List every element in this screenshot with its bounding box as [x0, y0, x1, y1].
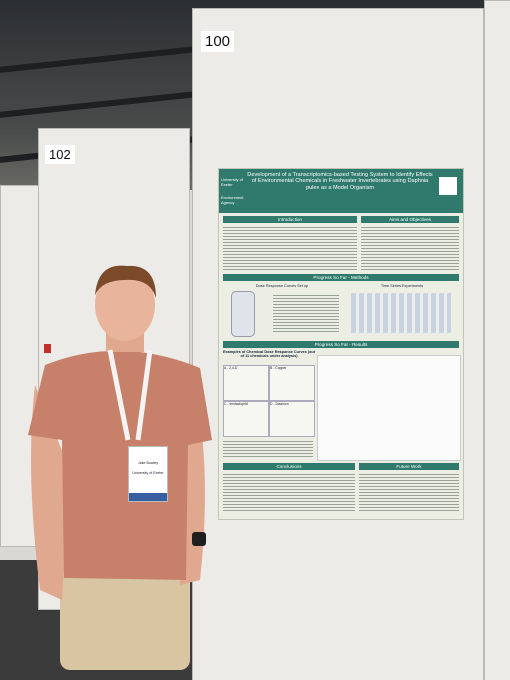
poster-banner: Development of a Transcriptomics-based T… — [219, 169, 463, 213]
watch — [192, 532, 206, 546]
badge-affiliation: University of Exeter — [132, 471, 164, 475]
section-heading: Progress So Far - Methods — [223, 274, 459, 281]
shorts — [60, 560, 190, 670]
badge-name: Jake Bowley — [137, 461, 159, 465]
panel-label: D - Diazinon — [270, 402, 289, 406]
board-number: 102 — [45, 145, 75, 164]
subheading: Time Series Experiments — [380, 284, 424, 288]
plot-panel: D - Diazinon — [269, 401, 315, 437]
section-heading: Conclusions — [223, 463, 355, 470]
caption — [223, 439, 313, 459]
panel-label: B - Copper — [270, 366, 287, 370]
text-block — [361, 225, 459, 271]
subheading: Examples of Chemical Dose Response Curve… — [223, 350, 315, 358]
marker — [44, 344, 51, 353]
beakers — [351, 293, 451, 333]
plot-panel: B - Copper — [269, 365, 315, 401]
face — [95, 269, 155, 341]
text-block — [273, 293, 339, 333]
subheading: Dose Response Curves Set up — [255, 284, 309, 288]
text-block — [223, 472, 355, 512]
logo: University of Exeter — [221, 177, 244, 187]
poster: Development of a Transcriptomics-based T… — [218, 168, 464, 520]
panel-label: C - Imidacloprid — [224, 402, 248, 406]
badge-strip — [129, 493, 167, 501]
text-block — [359, 472, 459, 512]
section-heading: Progress So Far - Results — [223, 341, 459, 348]
lanyard — [107, 349, 153, 441]
text-block — [223, 225, 357, 271]
wall-panel — [484, 0, 510, 680]
shirt — [28, 350, 212, 580]
section-heading: Future Work — [359, 463, 459, 470]
qr-code — [439, 177, 457, 195]
arm — [31, 385, 70, 600]
badge: Jake Bowley University of Exeter — [128, 446, 168, 502]
board-number: 100 — [201, 31, 235, 52]
plot-panel: C - Imidacloprid — [223, 401, 269, 437]
section-heading: Introduction — [223, 216, 357, 223]
plot-panel: A - 2,4-D — [223, 365, 269, 401]
section-heading: Aims and Objectives — [361, 216, 459, 223]
hair — [95, 265, 156, 298]
poster-title: Development of a Transcriptomics-based T… — [247, 172, 433, 191]
blank-figure — [317, 355, 461, 461]
panel-label: A - 2,4-D — [224, 366, 238, 370]
logo: Environment Agency — [221, 195, 244, 205]
bottle — [231, 291, 255, 337]
